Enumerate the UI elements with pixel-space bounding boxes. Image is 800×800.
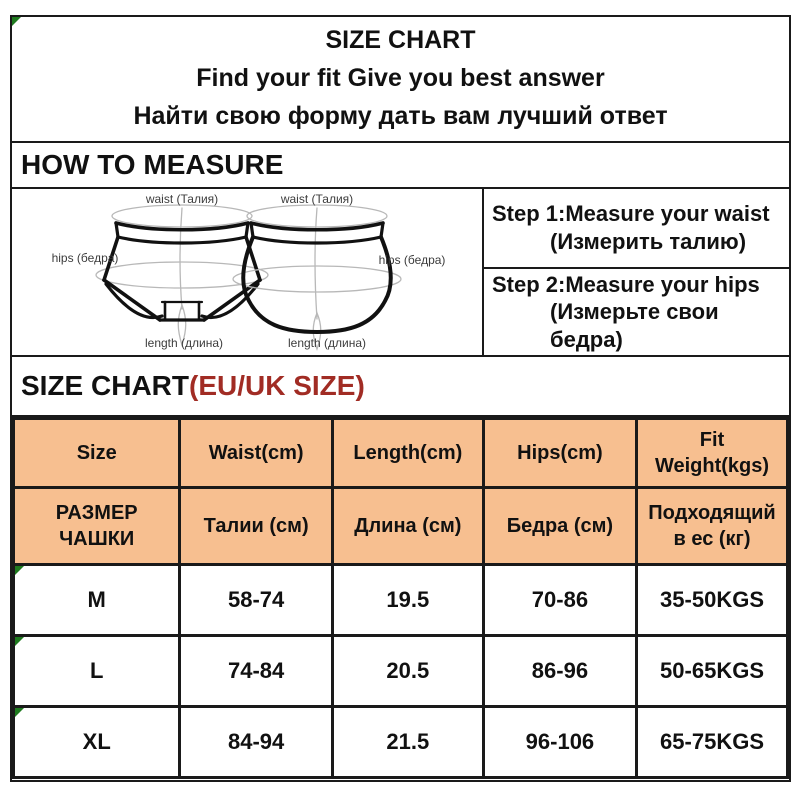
col-header-waist: Waist(cm) xyxy=(178,417,334,489)
cell-weight: 50-65KGS xyxy=(635,634,789,708)
excel-corner-marker xyxy=(15,566,24,575)
hips-label-left: hips (бедра) xyxy=(51,251,119,265)
cell-hips: 70-86 xyxy=(481,563,639,637)
cell-length: 21.5 xyxy=(330,705,485,779)
step-1-box: Step 1:Measure your waist (Измерить тали… xyxy=(484,189,789,269)
col-header-length: Length(cm) xyxy=(330,417,485,489)
col-header-length-ru: Длина (см) xyxy=(330,486,485,566)
step-2-text-en: Step 2:Measure your hips xyxy=(492,271,760,297)
size-chart-heading-red: (EU/UK SIZE) xyxy=(189,370,365,401)
size-chart-heading: SIZE CHART (EU/UK SIZE) xyxy=(12,357,789,417)
measure-diagram-cell: waist (Талия) waist (Талия) hips (бедра)… xyxy=(12,189,482,355)
excel-corner-marker xyxy=(15,708,24,717)
length-label-left: length (длина) xyxy=(144,336,224,350)
subtitle-english: Find your fit Give you best answer xyxy=(196,64,605,93)
cell-size: M xyxy=(11,563,182,637)
col-header-weight: Fit Weight(kgs) xyxy=(635,417,789,489)
col-header-size-ru: РАЗМЕР ЧАШКИ xyxy=(11,486,182,566)
col-header-hips: Hips(cm) xyxy=(481,417,639,489)
table-header-row-en: Size Waist(cm) Length(cm) Hips(cm) Fit W… xyxy=(11,417,789,489)
table-row-xl: XL 84-94 21.5 96-106 65-75KGS xyxy=(11,705,789,779)
size-chart-sheet: SIZE CHART Find your fit Give you best a… xyxy=(10,15,791,782)
table-header-row-ru: РАЗМЕР ЧАШКИ Талии (см) Длина (см) Бедра… xyxy=(11,486,789,566)
page-title: SIZE CHART xyxy=(325,26,476,55)
hips-label-right: hips (бедра) xyxy=(378,253,446,267)
table-row-m: M 58-74 19.5 70-86 35-50KGS xyxy=(11,563,789,637)
cell-weight: 35-50KGS xyxy=(635,563,789,637)
waist-label-right: waist (Талия) xyxy=(280,192,354,206)
cell-waist: 84-94 xyxy=(178,705,334,779)
step-1-text-ru: (Измерить талию) xyxy=(550,228,747,254)
how-to-measure-label: HOW TO MEASURE xyxy=(21,149,284,180)
col-header-weight-ru: Подходящий в ес (кг) xyxy=(635,486,789,566)
col-header-hips-ru: Бедра (см) xyxy=(481,486,639,566)
table-row-l: L 74-84 20.5 86-96 50-65KGS xyxy=(11,634,789,708)
cell-length: 20.5 xyxy=(330,634,485,708)
cell-length: 19.5 xyxy=(330,563,485,637)
cell-size: L xyxy=(11,634,182,708)
excel-corner-marker xyxy=(12,17,21,26)
col-header-size: Size xyxy=(11,417,182,489)
cell-size: XL xyxy=(11,705,182,779)
underwear-measure-diagram xyxy=(95,204,402,351)
size-table: Size Waist(cm) Length(cm) Hips(cm) Fit W… xyxy=(11,417,789,779)
subtitle-russian: Найти свою форму дать вам лучший ответ xyxy=(133,102,668,131)
step-1-text-en: Step 1:Measure your waist xyxy=(492,201,770,227)
title-block: SIZE CHART Find your fit Give you best a… xyxy=(12,17,789,143)
step-2-text-ru: (Измерьте свои бедра) xyxy=(550,299,719,352)
measure-steps: Step 1:Measure your waist (Измерить тали… xyxy=(482,189,789,355)
col-header-waist-ru: Талии (см) xyxy=(178,486,334,566)
size-chart-heading-black: SIZE CHART xyxy=(21,370,189,401)
cell-weight: 65-75KGS xyxy=(635,705,789,779)
cell-hips: 96-106 xyxy=(481,705,639,779)
cell-hips: 86-96 xyxy=(481,634,639,708)
step-2-box: Step 2:Measure your hips (Измерьте свои … xyxy=(484,269,789,356)
measure-section: waist (Талия) waist (Талия) hips (бедра)… xyxy=(12,189,789,357)
briefs-diagram xyxy=(95,204,269,348)
cell-waist: 58-74 xyxy=(178,563,334,637)
waist-label-left: waist (Талия) xyxy=(145,192,219,206)
excel-corner-marker xyxy=(15,637,24,646)
highwaist-diagram xyxy=(232,204,402,351)
length-label-right: length (длина) xyxy=(287,336,367,350)
cell-waist: 74-84 xyxy=(178,634,334,708)
how-to-measure-heading: HOW TO MEASURE xyxy=(12,143,789,189)
